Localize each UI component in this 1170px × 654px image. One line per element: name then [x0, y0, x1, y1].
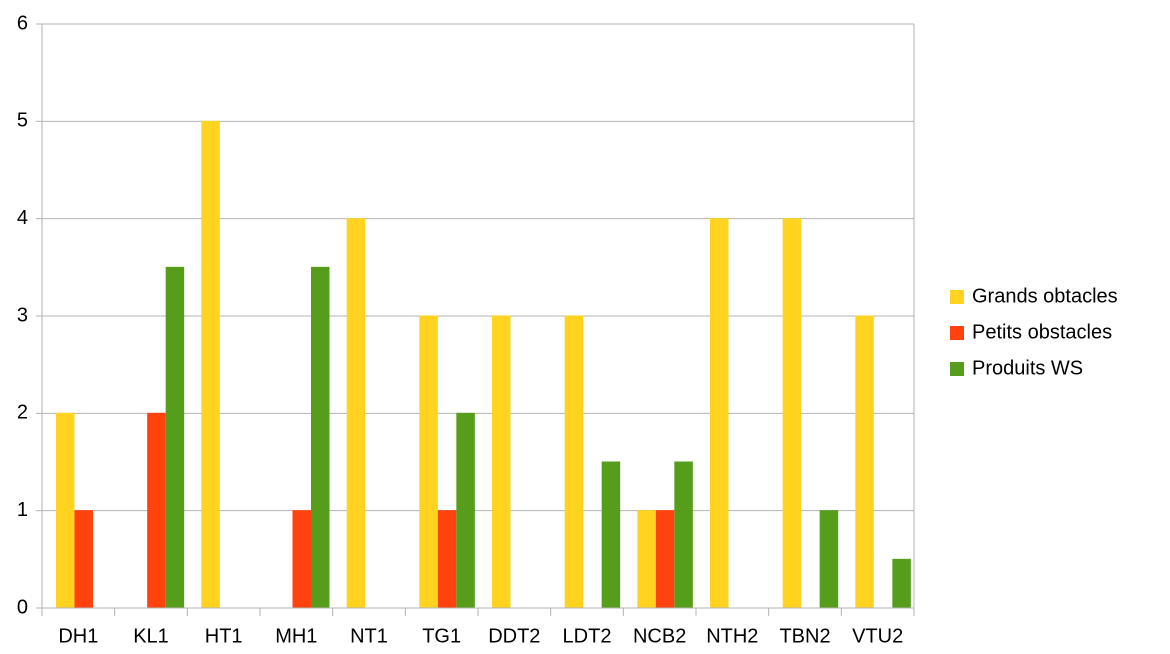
- x-tick-label: VTU2: [852, 625, 903, 647]
- bar: [147, 412, 166, 608]
- bar: [56, 412, 75, 608]
- x-tick-label: HT1: [205, 625, 243, 647]
- x-tick-label: NTH2: [706, 625, 758, 647]
- bar: [74, 510, 93, 608]
- x-tick-label: NT1: [350, 625, 388, 647]
- y-tick-label: 4: [17, 207, 28, 229]
- y-tick-label: 1: [17, 499, 28, 521]
- x-tick-label: DH1: [58, 625, 98, 647]
- x-tick-label: TG1: [422, 625, 461, 647]
- bar: [437, 510, 457, 608]
- bar: [637, 510, 656, 608]
- x-tick-label: MH1: [275, 625, 317, 647]
- x-tick-label: KL1: [133, 625, 169, 647]
- bar: [655, 510, 675, 608]
- y-tick-label: 3: [17, 304, 28, 326]
- x-tick-label: TBN2: [779, 625, 830, 647]
- x-tick-label: LDT2: [563, 625, 612, 647]
- bar: [311, 266, 330, 608]
- legend-swatch: [950, 362, 964, 376]
- bar: [564, 315, 584, 608]
- bar: [346, 218, 366, 608]
- bar: [674, 461, 693, 608]
- bar: [601, 461, 621, 608]
- legend-swatch: [950, 290, 964, 304]
- bar: [892, 558, 911, 608]
- y-tick-label: 0: [17, 596, 28, 618]
- x-tick-label: NCB2: [633, 625, 686, 647]
- y-tick-label: 6: [17, 12, 28, 34]
- y-tick-label: 2: [17, 402, 28, 424]
- legend-swatch: [950, 326, 964, 340]
- bar: [292, 510, 311, 608]
- bar: [492, 315, 511, 608]
- x-tick-label: DDT2: [488, 625, 540, 647]
- bar: [855, 315, 874, 608]
- bar: [165, 266, 185, 608]
- legend-label: Petits obstacles: [972, 321, 1112, 343]
- bar: [782, 218, 802, 608]
- bar: [419, 315, 438, 608]
- bar: [710, 218, 729, 608]
- y-tick-label: 5: [17, 110, 28, 132]
- bar: [201, 120, 220, 608]
- legend-label: Produits WS: [972, 357, 1083, 379]
- bar: [819, 510, 839, 608]
- bar: [456, 412, 475, 608]
- legend-label: Grands obtacles: [972, 285, 1118, 307]
